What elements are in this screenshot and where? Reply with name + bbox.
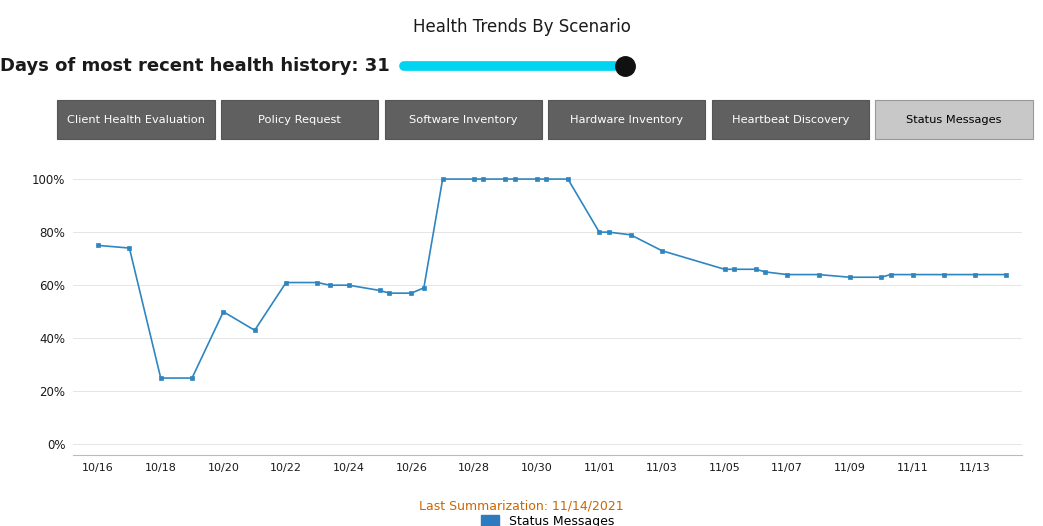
FancyBboxPatch shape bbox=[549, 100, 705, 139]
FancyBboxPatch shape bbox=[385, 100, 542, 139]
FancyBboxPatch shape bbox=[57, 100, 215, 139]
Legend: Status Messages: Status Messages bbox=[476, 510, 620, 526]
Text: Policy Request: Policy Request bbox=[259, 115, 341, 125]
Text: Health Trends By Scenario: Health Trends By Scenario bbox=[413, 18, 630, 36]
Text: Last Summarization: 11/14/2021: Last Summarization: 11/14/2021 bbox=[419, 500, 624, 513]
FancyBboxPatch shape bbox=[221, 100, 379, 139]
Text: Status Messages: Status Messages bbox=[906, 115, 1001, 125]
Text: Heartbeat Discovery: Heartbeat Discovery bbox=[731, 115, 849, 125]
FancyBboxPatch shape bbox=[711, 100, 869, 139]
Text: Days of most recent health history: 31: Days of most recent health history: 31 bbox=[0, 57, 390, 75]
FancyBboxPatch shape bbox=[875, 100, 1033, 139]
Text: Client Health Evaluation: Client Health Evaluation bbox=[67, 115, 205, 125]
Text: Hardware Inventory: Hardware Inventory bbox=[571, 115, 683, 125]
Text: Software Inventory: Software Inventory bbox=[409, 115, 517, 125]
